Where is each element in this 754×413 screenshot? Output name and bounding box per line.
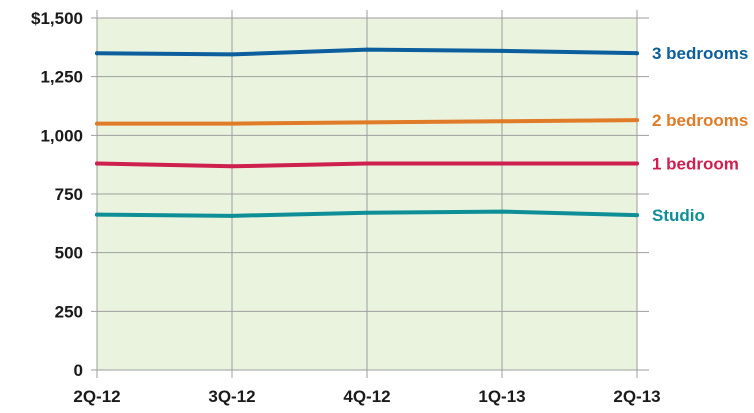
x-tick-label: 3Q-12 [208,387,255,406]
series-label: 3 bedrooms [652,44,748,63]
data-point [500,119,504,124]
data-point [635,118,639,123]
data-point [230,164,234,169]
x-tick-label: 2Q-13 [613,387,660,406]
series-label: Studio [652,206,705,225]
y-tick-label: 750 [55,185,83,204]
x-axis-tick-labels: 2Q-12 3Q-12 4Q-12 1Q-13 2Q-13 [73,387,660,406]
series-lines [95,47,639,218]
data-point [500,48,504,53]
data-point [95,161,99,166]
data-point [365,120,369,125]
data-point [500,209,504,214]
data-point [635,51,639,56]
data-point [635,213,639,218]
data-point [365,47,369,52]
y-tick-label: 250 [55,302,83,321]
y-tick-label: 1,250 [40,68,83,87]
x-tick-label: 4Q-12 [343,387,390,406]
data-point [95,121,99,126]
series-label: 1 bedroom [652,154,739,173]
data-point [635,161,639,166]
data-point [365,210,369,215]
data-point [230,52,234,57]
y-tick-label: 1,000 [40,126,83,145]
y-tick-label: $1,500 [31,9,83,28]
y-axis-tick-labels: 0 250 500 750 1,000 1,250 $1,500 [31,9,83,380]
data-point [95,212,99,217]
series-label: 2 bedrooms [652,111,748,130]
series-labels: 3 bedrooms 2 bedrooms 1 bedroom Studio [652,44,748,225]
data-point [230,213,234,218]
data-point [230,121,234,126]
data-point [500,161,504,166]
x-tick-label: 1Q-13 [478,387,525,406]
x-tick-label: 2Q-12 [73,387,120,406]
y-tick-label: 500 [55,244,83,263]
data-point [95,51,99,56]
y-tick-label: 0 [74,361,83,380]
grid-lines [91,10,649,378]
data-point [365,161,369,166]
